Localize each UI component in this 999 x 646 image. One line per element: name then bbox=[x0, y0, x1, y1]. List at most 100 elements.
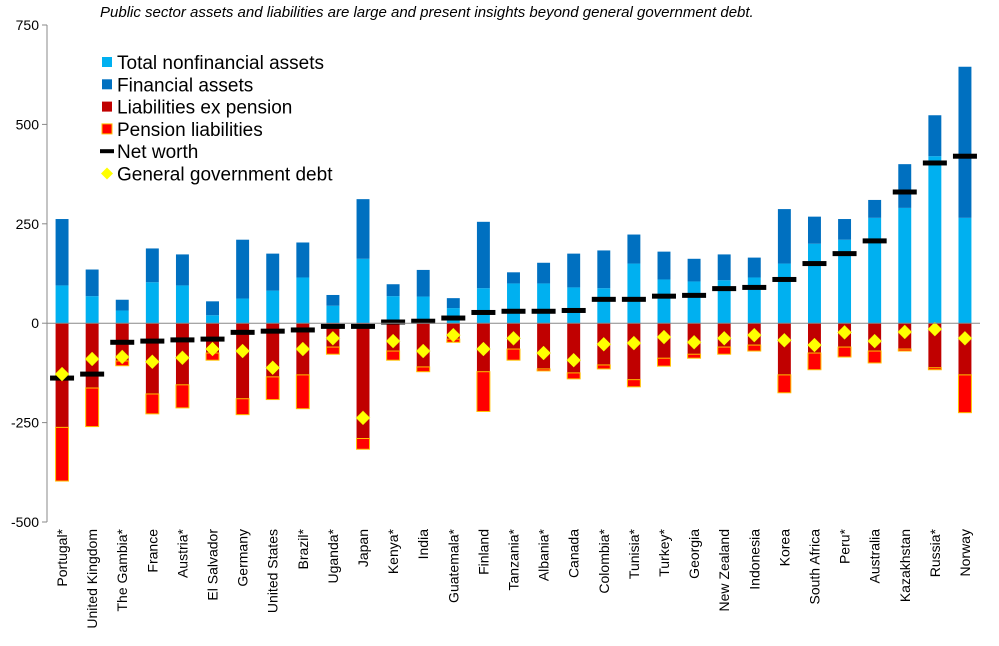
net-worth-marker bbox=[110, 339, 135, 345]
general-government-debt-marker bbox=[415, 343, 431, 359]
legend-swatch bbox=[100, 149, 114, 154]
x-tick-label: Guatemala* bbox=[445, 528, 461, 602]
y-tick-label: -500 bbox=[11, 514, 39, 530]
bar-financial-assets bbox=[55, 219, 69, 286]
bar-pension-liabilities bbox=[717, 346, 732, 355]
y-tick-label: 250 bbox=[16, 216, 40, 232]
net-worth-marker bbox=[260, 328, 285, 334]
bar-pension-liabilities bbox=[747, 344, 762, 352]
bar-pension-liabilities bbox=[867, 350, 882, 364]
bar-financial-assets bbox=[115, 299, 129, 311]
bar-financial-assets bbox=[296, 242, 310, 278]
general-government-debt-marker bbox=[626, 335, 642, 351]
bar-financial-assets bbox=[386, 284, 400, 297]
x-tick-label: Norway bbox=[957, 529, 973, 576]
x-tick-label: Albania* bbox=[536, 528, 552, 581]
x-tick-label: The Gambia* bbox=[114, 528, 130, 611]
bar-nonfinancial-assets bbox=[115, 310, 129, 324]
bar-nonfinancial-assets bbox=[747, 277, 761, 324]
bar-pension-liabilities bbox=[957, 374, 972, 414]
y-tick-label: -250 bbox=[11, 415, 39, 431]
general-government-debt-marker bbox=[927, 321, 943, 337]
legend-swatch bbox=[101, 167, 113, 180]
x-tick-label: Tunisia* bbox=[626, 528, 642, 579]
x-tick-label: New Zealand bbox=[716, 529, 732, 612]
general-government-debt-marker bbox=[596, 336, 612, 352]
bar-financial-assets bbox=[416, 269, 430, 297]
bar-pension-liabilities bbox=[175, 384, 190, 409]
y-tick-label: 750 bbox=[16, 17, 40, 33]
net-worth-marker bbox=[561, 307, 586, 313]
net-worth-marker bbox=[892, 189, 917, 195]
x-tick-label: Kenya* bbox=[385, 528, 401, 574]
legend-label: Total nonfinancial assets bbox=[117, 53, 324, 74]
x-tick-label: Brazil* bbox=[295, 528, 311, 569]
legend-label: Net worth bbox=[117, 142, 198, 163]
general-government-debt-marker bbox=[867, 333, 883, 349]
net-worth-marker bbox=[862, 238, 887, 244]
general-government-debt-marker bbox=[175, 350, 190, 366]
bar-nonfinancial-assets bbox=[958, 217, 972, 324]
net-worth-marker bbox=[501, 308, 526, 314]
legend-swatch bbox=[102, 57, 112, 67]
x-tick-label: Kazakhstan bbox=[897, 529, 913, 602]
bar-pension-liabilities bbox=[897, 348, 912, 352]
general-government-debt-marker bbox=[54, 366, 70, 382]
net-worth-marker bbox=[230, 329, 255, 335]
bar-nonfinancial-assets bbox=[266, 290, 280, 324]
x-tick-label: Australia bbox=[867, 529, 883, 584]
axes-layer: Portugal* United Kingdom The Gambia* France… bbox=[11, 17, 980, 629]
bar-pension-liabilities bbox=[55, 426, 70, 482]
net-worth-marker bbox=[471, 309, 496, 315]
general-government-debt-marker bbox=[265, 360, 281, 376]
net-worth-marker bbox=[682, 292, 707, 298]
legend-label: General government debt bbox=[117, 165, 333, 186]
bar-pension-liabilities bbox=[386, 350, 401, 361]
general-government-debt-marker bbox=[506, 330, 521, 346]
x-tick-label: Uganda* bbox=[325, 528, 341, 583]
net-worth-marker bbox=[802, 261, 827, 267]
general-government-debt-marker bbox=[746, 327, 762, 343]
general-government-debt-marker bbox=[445, 327, 461, 343]
bar-nonfinancial-assets bbox=[687, 281, 701, 324]
bar-financial-assets bbox=[206, 301, 220, 316]
bar-nonfinancial-assets bbox=[296, 277, 310, 324]
general-government-debt-marker bbox=[536, 345, 551, 361]
general-government-debt-marker bbox=[476, 341, 491, 357]
bar-financial-assets bbox=[236, 239, 250, 299]
x-tick-label: India bbox=[415, 529, 431, 560]
bar-pension-liabilities bbox=[85, 387, 100, 428]
bar-financial-assets bbox=[687, 258, 701, 282]
net-worth-marker bbox=[712, 286, 737, 292]
bar-nonfinancial-assets bbox=[597, 288, 611, 324]
x-tick-label: Japan bbox=[355, 529, 371, 567]
x-tick-label: United States bbox=[265, 529, 281, 613]
bar-financial-assets bbox=[507, 272, 520, 284]
bar-nonfinancial-assets bbox=[326, 305, 340, 324]
net-worth-marker bbox=[381, 319, 406, 325]
net-worth-marker bbox=[922, 160, 947, 166]
bar-pension-liabilities bbox=[566, 372, 581, 380]
general-government-debt-marker bbox=[325, 330, 341, 346]
x-tick-label: Portugal* bbox=[54, 528, 70, 586]
net-worth-marker bbox=[320, 323, 345, 329]
bar-pension-liabilities bbox=[416, 366, 431, 373]
bar-nonfinancial-assets bbox=[236, 298, 250, 324]
x-tick-label: Georgia bbox=[686, 529, 702, 579]
general-government-debt-marker bbox=[897, 324, 913, 340]
x-tick-label: Austria* bbox=[174, 528, 190, 578]
bar-pension-liabilities bbox=[596, 364, 611, 370]
bar-nonfinancial-assets bbox=[567, 287, 581, 324]
bar-financial-assets bbox=[838, 219, 852, 240]
bar-nonfinancial-assets bbox=[206, 315, 220, 324]
bar-nonfinancial-assets bbox=[145, 282, 159, 324]
bar-liabilities-ex-pension bbox=[777, 323, 791, 375]
legend-label: Pension liabilities bbox=[117, 120, 263, 141]
general-government-debt-marker bbox=[837, 324, 852, 340]
bar-nonfinancial-assets bbox=[416, 296, 430, 324]
bar-financial-assets bbox=[627, 234, 641, 264]
general-government-debt-marker bbox=[205, 341, 220, 357]
x-tick-label: Tanzania* bbox=[506, 528, 522, 590]
bar-financial-assets bbox=[145, 248, 159, 283]
net-worth-marker bbox=[170, 337, 195, 343]
